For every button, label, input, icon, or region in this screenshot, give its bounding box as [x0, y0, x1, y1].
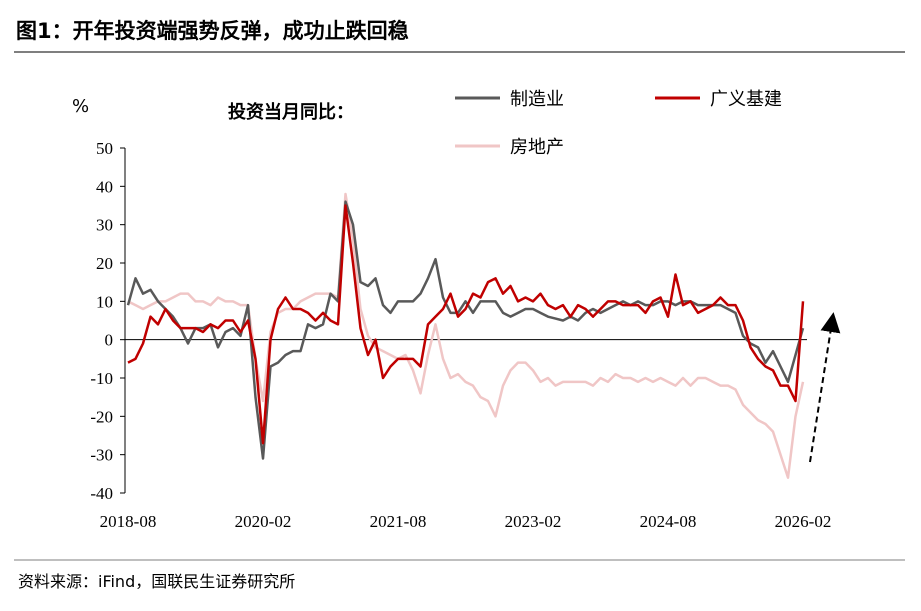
y-tick-label: -20 — [90, 407, 113, 426]
x-tick-label: 2021-08 — [370, 512, 427, 531]
y-tick-label: 50 — [96, 139, 113, 158]
y-tick-label: -10 — [90, 369, 113, 388]
y-unit: % — [72, 96, 89, 117]
x-tick-label: 2023-02 — [505, 512, 562, 531]
y-tick-label: 30 — [96, 216, 113, 235]
legend-label: 广义基建 — [710, 89, 782, 110]
series-line — [126, 200, 805, 460]
legend-label: 制造业 — [510, 89, 564, 110]
subtitle: 投资当月同比： — [228, 101, 354, 123]
x-tick-label: 2020-02 — [235, 512, 292, 531]
trend-arrow — [809, 312, 841, 463]
series-line — [127, 204, 805, 445]
y-tick-label: 10 — [96, 292, 113, 311]
series-line — [127, 192, 805, 479]
x-tick-label: 2024-08 — [640, 512, 697, 531]
chart-title: 图1：开年投资端强势反弹，成功止跌回稳 — [16, 19, 409, 43]
y-tick-label: 20 — [96, 254, 113, 273]
source: 资料来源：iFind，国联民生证券研究所 — [18, 572, 295, 591]
x-tick-label: 2026-02 — [775, 512, 832, 531]
y-tick-label: -30 — [90, 446, 113, 465]
y-tick-label: 0 — [105, 331, 114, 350]
y-tick-label: 40 — [96, 177, 113, 196]
legend-label: 房地产 — [510, 137, 564, 158]
x-tick-label: 2018-08 — [100, 512, 157, 531]
y-tick-label: -40 — [90, 484, 113, 503]
